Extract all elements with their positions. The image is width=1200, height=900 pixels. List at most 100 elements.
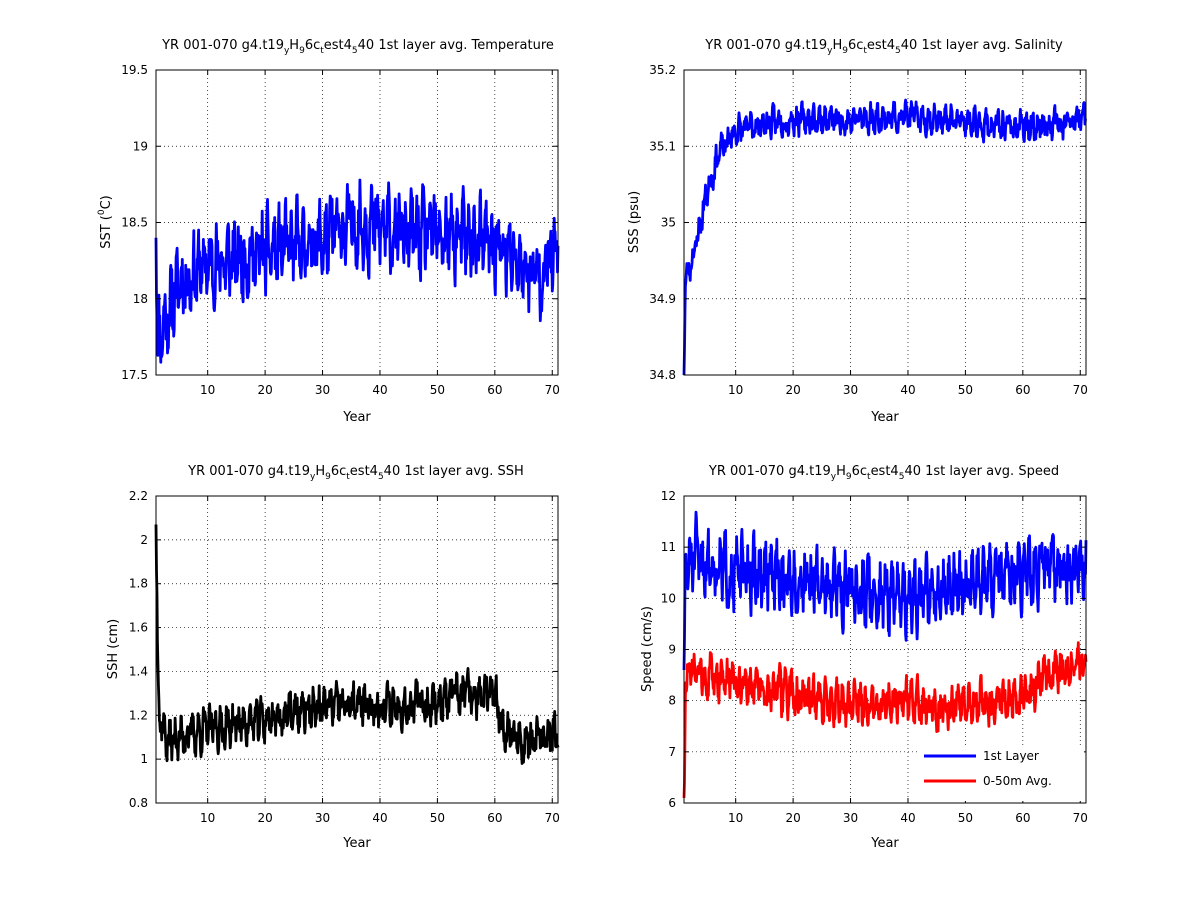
panel-ssh: YR 001-070 g4.t19yH96ctest4540 1st layer… — [106, 464, 560, 851]
x-tick-label: 60 — [487, 383, 502, 397]
title-tail: 1st layer avg. Temperature — [378, 38, 554, 53]
title-40: 40 — [901, 38, 922, 53]
series-line — [682, 98, 1087, 376]
legend-label-0-50m-avg: 0-50m Avg. — [983, 774, 1052, 788]
x-tick-label: 60 — [1015, 811, 1030, 825]
y-tick-label: 1.8 — [129, 577, 148, 591]
title-est4: est4 — [867, 38, 895, 53]
y-axis-label: SST (0C) — [97, 195, 114, 249]
x-tick-label: 60 — [1015, 383, 1030, 397]
series-line-1st-layer — [682, 510, 1088, 671]
x-tick-label: 30 — [315, 811, 330, 825]
y-tick-label: 17.5 — [121, 368, 148, 382]
grid — [156, 496, 558, 803]
x-tick-label: 10 — [200, 811, 215, 825]
y-tick-label: 7 — [668, 745, 676, 759]
title-main: YR 001-070 g4.t19 — [161, 38, 284, 53]
x-tick-label: 10 — [728, 383, 743, 397]
y-tick-label: 0.8 — [129, 796, 148, 810]
x-axis-label: Year — [870, 836, 899, 851]
y-tick-label: 35.1 — [649, 139, 676, 153]
x-tick-label: 20 — [785, 811, 800, 825]
panel-speed: YR 001-070 g4.t19yH96ctest4540 1st layer… — [640, 464, 1088, 851]
y-tick-label: 11 — [661, 540, 676, 554]
y-tick-label: 19.5 — [121, 63, 148, 77]
title-sub-9: 9 — [846, 472, 852, 482]
x-tick-label: 50 — [430, 383, 445, 397]
y-tick-label: 12 — [661, 489, 676, 503]
title-h: H — [832, 38, 842, 53]
y-tick-label: 35.2 — [649, 63, 676, 77]
title-sub-9: 9 — [299, 46, 305, 56]
series-line — [154, 524, 560, 765]
y-tick-label: 1.6 — [129, 621, 148, 635]
title-sub-t: t — [867, 472, 871, 482]
tick-layer: 10 20 30 40 50 60 70 17.5 18 18.5 19 19.5 — [121, 63, 560, 397]
x-tick-label: 10 — [728, 811, 743, 825]
series-layer — [154, 178, 560, 364]
panel-salinity: YR 001-070 g4.t19yH96ctest4540 1st layer… — [627, 38, 1088, 425]
legend: 1st Layer 0-50m Avg. — [920, 748, 1084, 801]
x-tick-label: 70 — [545, 383, 560, 397]
x-tick-label: 50 — [958, 811, 973, 825]
x-tick-label: 40 — [900, 811, 915, 825]
y-axis-label: SSH (cm) — [106, 619, 121, 679]
title-sub-y: y — [831, 472, 837, 482]
x-tick-label: 70 — [545, 811, 560, 825]
title-6c: 6c — [852, 464, 867, 479]
title-sub-9: 9 — [325, 472, 331, 482]
y-tick-label: 1 — [140, 752, 148, 766]
panel-title: YR 001-070 g4.t19yH96ctest4540 1st layer… — [161, 38, 554, 56]
title-main: YR 001-070 g4.t19 — [708, 464, 831, 479]
tick-layer: 10 20 30 40 50 60 70 6 7 8 9 10 11 12 — [661, 489, 1088, 825]
title-40: 40 — [904, 464, 925, 479]
title-40: 40 — [358, 38, 379, 53]
title-main: YR 001-070 g4.t19 — [187, 464, 310, 479]
y-tick-label: 18.5 — [121, 216, 148, 230]
x-tick-label: 20 — [257, 811, 272, 825]
axes-box — [155, 495, 559, 804]
series-line-0-50m-avg — [682, 641, 1088, 798]
y-tick-label: 1.2 — [129, 708, 148, 722]
series-layer — [682, 98, 1087, 376]
series-layer — [154, 524, 560, 765]
title-h: H — [836, 464, 846, 479]
y-tick-label: 8 — [668, 694, 676, 708]
title-sub-y: y — [827, 46, 833, 56]
x-tick-label: 20 — [257, 383, 272, 397]
title-sub-5: 5 — [352, 46, 358, 56]
title-h: H — [315, 464, 325, 479]
title-h: H — [289, 38, 299, 53]
tick-layer: 10 20 30 40 50 60 70 34.8 34.9 35 35.1 35.2 — [649, 63, 1088, 397]
x-axis-label: Year — [342, 836, 371, 851]
series-line — [154, 178, 560, 364]
x-tick-label: 50 — [430, 811, 445, 825]
title-6c: 6c — [848, 38, 863, 53]
title-6c: 6c — [305, 38, 320, 53]
title-sub-t: t — [863, 46, 867, 56]
y-tick-label: 9 — [668, 643, 676, 657]
y-tick-label: 6 — [668, 796, 676, 810]
title-main: YR 001-070 g4.t19 — [704, 38, 827, 53]
title-sub-9: 9 — [842, 46, 848, 56]
x-tick-label: 60 — [487, 811, 502, 825]
ylabel-post: C) — [99, 195, 114, 209]
ylabel-sup: 0 — [97, 209, 107, 215]
x-tick-label: 50 — [958, 383, 973, 397]
y-tick-label: 1.4 — [129, 664, 148, 678]
title-sub-5: 5 — [378, 472, 384, 482]
grid — [684, 70, 1086, 375]
y-tick-label: 10 — [661, 591, 676, 605]
title-sub-5: 5 — [899, 472, 905, 482]
title-sub-y: y — [310, 472, 316, 482]
title-est4: est4 — [324, 38, 352, 53]
y-tick-label: 35 — [661, 216, 676, 230]
legend-label-1st-layer: 1st Layer — [983, 749, 1039, 763]
x-tick-label: 40 — [900, 383, 915, 397]
series-layer — [682, 510, 1088, 798]
panel-title: YR 001-070 g4.t19yH96ctest4540 1st layer… — [708, 464, 1059, 482]
panel-title: YR 001-070 g4.t19yH96ctest4540 1st layer… — [704, 38, 1063, 56]
title-tail: 1st layer avg. Salinity — [921, 38, 1063, 53]
title-6c: 6c — [331, 464, 346, 479]
